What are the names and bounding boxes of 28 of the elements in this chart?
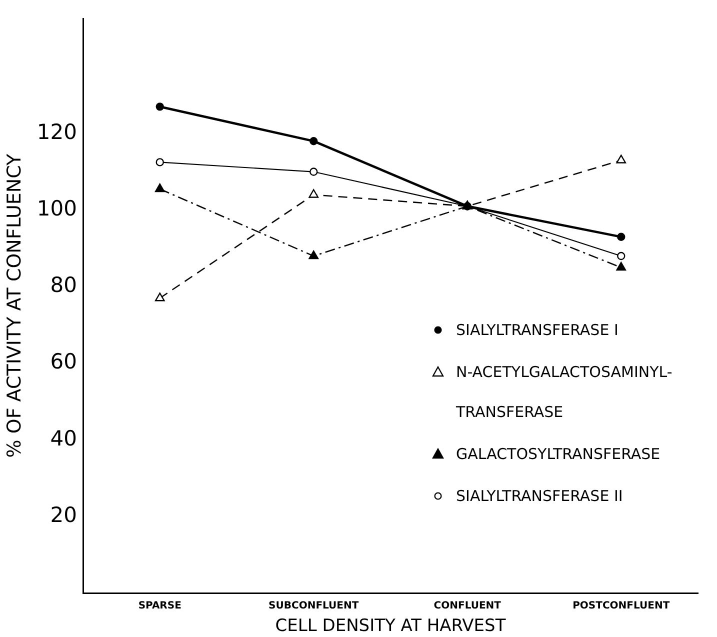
point	[154, 183, 165, 192]
x-tick-label: SUBCONFLUENT	[268, 600, 359, 612]
y-tick-label: 120	[36, 120, 77, 144]
y-axis-title: % OF ACTIVITY AT CONFLUENCY	[3, 153, 26, 458]
x-tick-label: CONFLUENT	[434, 600, 502, 612]
point	[617, 252, 626, 260]
point	[156, 102, 164, 111]
point	[308, 250, 319, 260]
legend-label: SIALYLTRANSFERASE II	[456, 486, 624, 507]
y-tick-label: 40	[50, 426, 77, 450]
x-axis-title: CELL DENSITY AT HARVEST	[275, 616, 506, 636]
y-tick-label: 60	[50, 350, 77, 374]
point	[154, 292, 165, 302]
legend-label: GALACTOSYLTRANSFERASE	[456, 444, 662, 465]
text: N-ACETYLGALACTOSAMINYL-TRANSFERASE	[456, 363, 672, 421]
y-tick-label: 100	[36, 196, 77, 221]
point	[156, 158, 164, 166]
legend-label: SIALYLTRANSFERASE I	[456, 320, 620, 341]
point	[616, 154, 626, 164]
point	[310, 137, 318, 146]
point	[616, 262, 626, 271]
point	[308, 189, 319, 198]
x-tick-label: POSTCONFLUENT	[572, 600, 670, 612]
point	[617, 232, 626, 241]
point	[310, 168, 318, 176]
y-tick-label: 80	[50, 273, 77, 298]
x-tick-label: SPARSE	[138, 600, 182, 612]
y-tick-label: 20	[50, 502, 77, 527]
